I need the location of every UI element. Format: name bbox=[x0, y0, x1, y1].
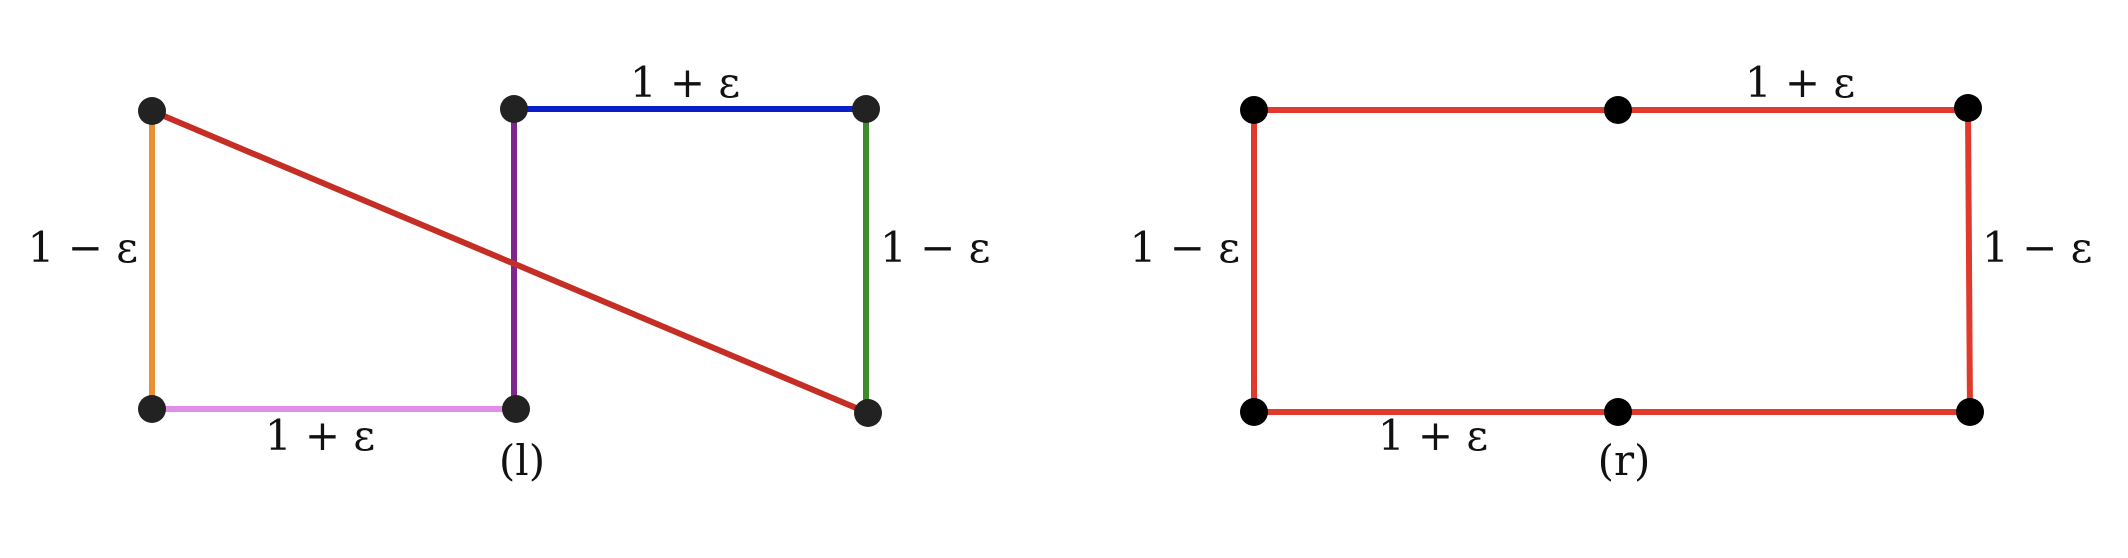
right-label-top: 1 + ε bbox=[1745, 58, 1855, 107]
left-red-diagonal-edge bbox=[150, 108, 870, 416]
right-node-top-middle bbox=[1604, 96, 1632, 124]
left-node-top-middle bbox=[500, 95, 528, 123]
right-node-bottom-left bbox=[1240, 398, 1268, 426]
left-diagram: 1 + ε 1 − ε 1 − ε 1 + ε (l) bbox=[28, 58, 991, 485]
left-caption: (l) bbox=[499, 436, 545, 485]
left-label-top: 1 + ε bbox=[630, 58, 740, 107]
right-label-left: 1 − ε bbox=[1130, 223, 1240, 272]
right-diagram: 1 + ε 1 − ε 1 − ε 1 + ε (r) bbox=[1130, 58, 2093, 485]
right-label-bottom: 1 + ε bbox=[1378, 411, 1488, 460]
right-right-edge bbox=[1965, 107, 1973, 413]
right-label-right: 1 − ε bbox=[1982, 223, 2092, 272]
left-label-right: 1 − ε bbox=[880, 223, 990, 272]
left-node-bottom-right bbox=[854, 399, 882, 427]
left-node-bottom-middle bbox=[502, 395, 530, 423]
right-caption: (r) bbox=[1598, 436, 1651, 485]
left-node-bottom-left bbox=[138, 395, 166, 423]
right-node-bottom-middle bbox=[1604, 398, 1632, 426]
left-label-bottom: 1 + ε bbox=[265, 411, 375, 460]
left-node-top-right bbox=[852, 95, 880, 123]
left-node-top-left bbox=[138, 97, 166, 125]
left-label-left: 1 − ε bbox=[28, 223, 138, 272]
right-node-top-left bbox=[1240, 96, 1268, 124]
right-node-top-right bbox=[1954, 94, 1982, 122]
right-node-bottom-right bbox=[1956, 398, 1984, 426]
